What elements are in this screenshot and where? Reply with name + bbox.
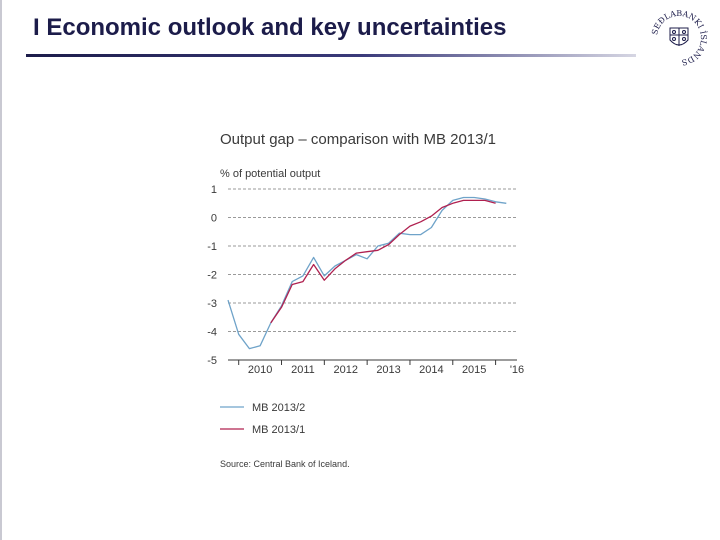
series-line-mb-2013-2 [227,196,507,350]
y-tick-label: -3 [207,298,217,310]
y-tick-label: -2 [207,270,217,282]
y-tick-label: -1 [207,241,217,253]
y-axis-ticks: 1 0 -1 -2 -3 -4 -5 [207,184,217,367]
x-tick-label: 2012 [333,364,357,376]
legend-label-mb-2013-1: MB 2013/1 [252,424,305,436]
x-tick-label: 2015 [462,364,486,376]
legend: MB 2013/2 MB 2013/1 [220,402,305,436]
left-edge-line [0,0,2,540]
y-tick-label: -4 [207,327,217,339]
x-axis: 2010 2011 2012 2013 2014 2015 '16 [228,359,524,376]
y-tick-label: -5 [207,355,217,367]
x-tick-label: 2013 [376,364,400,376]
output-gap-chart: Output gap – comparison with MB 2013/1 %… [207,131,524,469]
slide-title: I Economic outlook and key uncertainties [33,14,507,41]
x-tick-label: '16 [510,364,524,376]
x-tick-label: 2014 [419,364,443,376]
chart-title: Output gap – comparison with MB 2013/1 [220,131,496,148]
series-lines [227,196,507,350]
gridlines [228,188,517,332]
x-tick-label: 2011 [291,364,315,376]
x-tick-label: 2010 [248,364,272,376]
y-unit-label: % of potential output [220,168,320,180]
legend-label-mb-2013-2: MB 2013/2 [252,402,305,414]
source-note: Source: Central Bank of Iceland. [220,459,350,469]
seal-emblem [669,27,689,46]
series-line-mb-2013-1 [270,199,496,324]
title-rule [26,54,636,57]
y-tick-label: 0 [211,213,217,225]
central-bank-seal-logo: SEÐLABANKI ÍSLANDS [650,9,708,67]
y-tick-label: 1 [211,184,217,196]
